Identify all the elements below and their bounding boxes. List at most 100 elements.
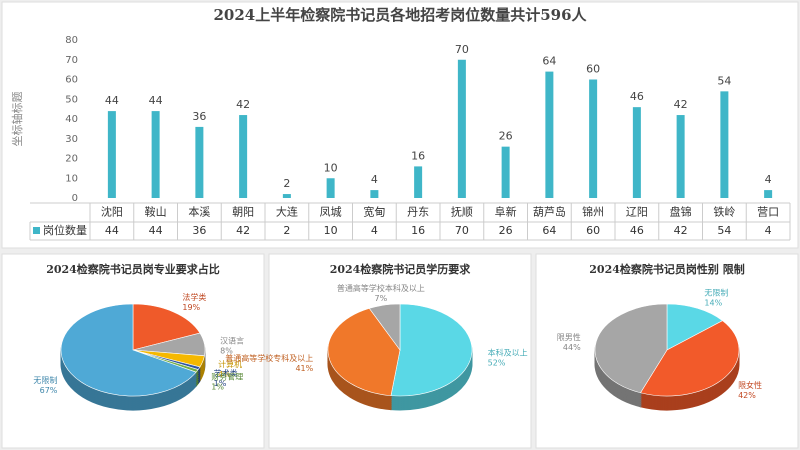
data-label: 44: [149, 94, 163, 107]
pie-value-label: 19%: [182, 303, 200, 312]
x-tick-label: 丹东: [407, 206, 429, 219]
x-tick-label: 阜新: [495, 205, 517, 219]
pie-label: 计算机: [218, 359, 242, 369]
table-value: 54: [717, 224, 731, 237]
pie-value-label: 8%: [220, 347, 233, 356]
pie-slice: [390, 303, 473, 397]
pie-value-label: 44%: [563, 343, 581, 352]
data-label: 10: [324, 161, 338, 174]
table-value: 44: [105, 224, 119, 237]
x-tick-label: 锦州: [582, 205, 604, 219]
y-axis-label: 坐标轴标题: [10, 92, 24, 147]
pie-slice: [640, 320, 740, 397]
bar: [764, 190, 773, 198]
pie-label: 限男性: [557, 332, 581, 342]
bar: [501, 146, 510, 198]
table-value: 44: [149, 224, 163, 237]
bar: [545, 71, 554, 198]
x-tick-label: 朝阳: [232, 206, 254, 219]
table-value: 64: [542, 224, 556, 237]
pie-slice: [594, 303, 668, 394]
table-value: 16: [411, 224, 425, 237]
x-tick-label: 本溪: [188, 205, 210, 219]
pie-label: 艺术类: [214, 368, 238, 378]
x-tick-label: 大连: [276, 205, 298, 219]
y-tick-label: 20: [65, 154, 78, 165]
data-label: 42: [674, 98, 688, 111]
y-tick-label: 30: [65, 134, 78, 145]
y-tick-label: 0: [72, 193, 78, 204]
table-value: 70: [455, 224, 469, 237]
pie-slice: [666, 303, 724, 351]
pie-value-label: 1%: [214, 379, 227, 388]
panel: [1, 1, 799, 249]
table-value: 42: [674, 224, 688, 237]
x-tick-label: 辽阳: [626, 206, 648, 219]
pie-label: 法学类: [182, 292, 206, 302]
bar: [720, 91, 729, 198]
x-tick-label: 营口: [757, 205, 779, 219]
data-label: 70: [455, 43, 469, 56]
bar: [151, 111, 160, 198]
y-tick-label: 70: [65, 55, 78, 66]
bar: [107, 111, 116, 198]
data-label: 4: [765, 173, 772, 186]
table-value: 10: [324, 224, 338, 237]
table-value: 4: [765, 224, 772, 237]
pie-value-label: 1%: [211, 383, 224, 392]
legend-label: 岗位数量: [43, 223, 87, 237]
pie-value-label: 42%: [738, 391, 756, 400]
x-tick-label: 凤城: [320, 206, 342, 219]
x-tick-label: 宽甸: [363, 205, 385, 219]
bar: [195, 126, 204, 198]
pie-value-label: 41%: [295, 364, 313, 373]
chart-title: 2024上半年检察院书记员各地招考岗位数量共计596人: [213, 6, 587, 24]
pie-label: 财务管理: [211, 372, 243, 382]
data-label: 46: [630, 90, 644, 103]
bar: [326, 178, 335, 198]
table-value: 46: [630, 224, 644, 237]
data-label: 64: [542, 55, 556, 68]
x-tick-label: 铁岭: [713, 205, 735, 219]
data-label: 4: [371, 173, 378, 186]
table-value: 36: [192, 224, 206, 237]
y-tick-label: 40: [65, 114, 78, 125]
x-tick-label: 鞍山: [145, 205, 167, 219]
pie-value-label: 14%: [704, 298, 722, 307]
data-label: 36: [192, 110, 206, 123]
pie-slice: [327, 308, 401, 396]
x-tick-label: 葫芦岛: [533, 205, 566, 219]
y-tick-label: 10: [65, 173, 78, 184]
data-label: 60: [586, 63, 600, 76]
pie-value-label: 67%: [40, 386, 58, 395]
x-tick-label: 盘锦: [670, 205, 692, 219]
pie-label: 无限制: [704, 287, 728, 297]
pie-value-label: 7%: [374, 294, 387, 303]
data-label: 44: [105, 94, 119, 107]
bar: [282, 194, 291, 198]
pie-label: 限女性: [738, 380, 762, 390]
table-value: 60: [586, 224, 600, 237]
pie-slice: [368, 303, 401, 351]
pie-label: 汉语言: [220, 336, 244, 346]
pie-value-label: 4%: [218, 370, 231, 379]
table-value: 42: [236, 224, 250, 237]
data-label: 2: [283, 177, 290, 190]
bar: [414, 166, 423, 198]
bar: [632, 107, 641, 198]
pie-label: 普通高等学校专科及以上: [225, 353, 313, 363]
y-tick-label: 60: [65, 75, 78, 86]
chart-title: 2024检察院书记员学历要求: [330, 262, 472, 276]
pie-label: 无限制: [33, 375, 57, 385]
table-value: 4: [371, 224, 378, 237]
y-tick-label: 80: [65, 35, 78, 46]
bar: [370, 190, 379, 198]
table-value: 26: [499, 224, 513, 237]
pie-value-label: 52%: [488, 358, 506, 367]
data-label: 26: [499, 130, 513, 143]
pie-slice: [60, 303, 197, 397]
bar: [457, 59, 466, 198]
x-tick-label: 抚顺: [451, 205, 473, 219]
chart-title: 2024检察院书记员岗性别 限制: [589, 262, 744, 276]
